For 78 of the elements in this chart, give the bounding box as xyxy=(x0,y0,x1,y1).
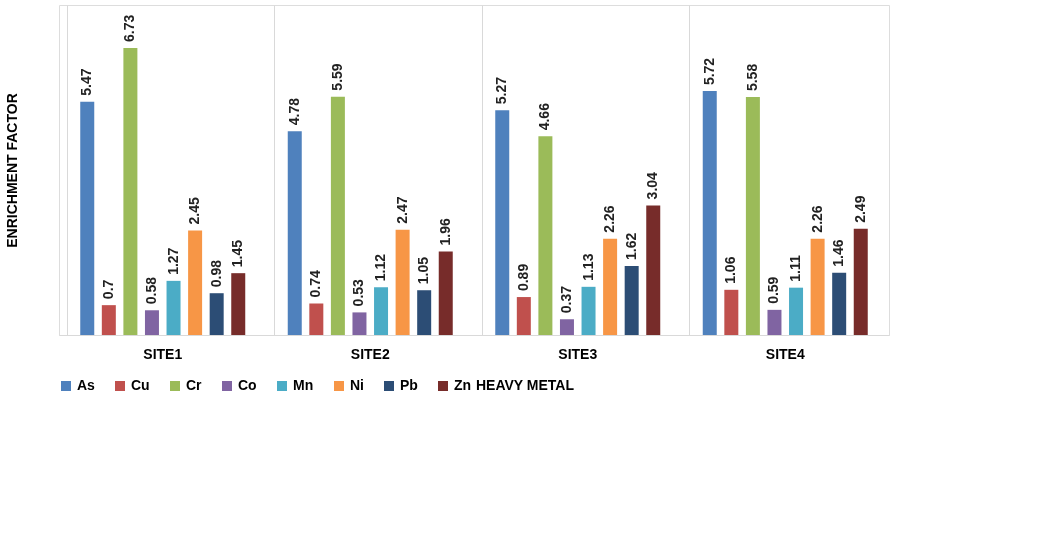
x-tick-label: SITE4 xyxy=(765,345,805,362)
data-label: 1.06 xyxy=(722,256,739,284)
x-tick-label: SITE3 xyxy=(558,345,598,362)
legend-label: Cu xyxy=(131,377,150,393)
data-label: 0.37 xyxy=(557,285,574,314)
data-label: 0.53 xyxy=(350,278,367,307)
bar xyxy=(745,97,760,335)
data-label: 4.66 xyxy=(536,102,553,131)
data-label: 0.89 xyxy=(514,263,531,292)
data-label: 0.58 xyxy=(142,276,159,305)
data-label: 5.58 xyxy=(743,63,760,92)
data-label: 6.73 xyxy=(121,14,138,43)
data-label: 5.59 xyxy=(328,63,345,91)
bar xyxy=(80,101,95,335)
bar xyxy=(101,305,116,335)
y-axis-title: ENRICHMENT FACTOR xyxy=(3,93,20,248)
bar xyxy=(581,286,596,335)
data-label: 1.27 xyxy=(164,247,181,275)
bar xyxy=(832,272,847,335)
bar xyxy=(603,238,618,335)
legend-label: Mn xyxy=(293,377,314,393)
data-label: 2.26 xyxy=(808,205,825,233)
bar xyxy=(724,289,739,335)
legend-label: Cr xyxy=(186,377,203,393)
bar xyxy=(166,280,181,335)
bar xyxy=(789,287,804,335)
legend-label: Zn xyxy=(454,377,472,393)
data-label: 2.49 xyxy=(851,195,868,223)
data-label: 1.45 xyxy=(229,239,246,268)
data-label: 1.12 xyxy=(372,253,389,282)
data-label: 1.13 xyxy=(579,253,596,281)
bar xyxy=(287,131,302,335)
bar xyxy=(417,290,432,335)
data-label: 2.26 xyxy=(601,205,618,233)
data-label: 5.27 xyxy=(493,76,510,105)
data-label: 1.62 xyxy=(622,232,639,260)
data-label: 0.98 xyxy=(207,259,224,288)
bar xyxy=(624,265,639,335)
bar xyxy=(495,110,510,335)
bar xyxy=(395,229,410,335)
bar xyxy=(209,293,224,335)
data-label: 0.59 xyxy=(765,276,782,304)
bar xyxy=(330,96,345,335)
data-label: 0.7 xyxy=(99,279,116,300)
bar xyxy=(144,310,159,335)
bar xyxy=(309,303,324,335)
bar xyxy=(538,136,553,335)
bar xyxy=(767,309,782,335)
bar xyxy=(810,238,825,335)
legend-label: Ni xyxy=(350,377,364,393)
data-label: 1.46 xyxy=(830,239,847,267)
bar xyxy=(188,230,203,335)
bar xyxy=(559,319,574,335)
bar xyxy=(374,287,389,335)
bar xyxy=(352,312,367,335)
data-label: 2.47 xyxy=(393,196,410,224)
data-label: 0.74 xyxy=(307,269,324,298)
data-label: 5.72 xyxy=(700,57,717,86)
data-label: 1.05 xyxy=(415,256,432,285)
bar xyxy=(516,297,531,335)
data-label: 3.04 xyxy=(644,171,661,200)
data-label: 1.96 xyxy=(436,217,453,246)
x-tick-label: SITE1 xyxy=(143,345,183,362)
bar xyxy=(702,91,717,335)
legend-label: Pb xyxy=(400,377,418,393)
legend-label: Co xyxy=(238,377,257,393)
data-label: 5.47 xyxy=(78,68,95,96)
legend-label: As xyxy=(77,377,96,393)
bar xyxy=(646,205,661,335)
data-label: 4.78 xyxy=(285,97,302,126)
bar xyxy=(123,48,138,335)
bar xyxy=(438,251,453,335)
data-label: 1.11 xyxy=(787,254,804,282)
data-label: 2.45 xyxy=(186,197,203,225)
bar xyxy=(853,228,868,335)
x-tick-label: SITE2 xyxy=(350,345,390,362)
legend-title: HEAVY METAL xyxy=(476,377,575,393)
bar xyxy=(231,273,246,335)
